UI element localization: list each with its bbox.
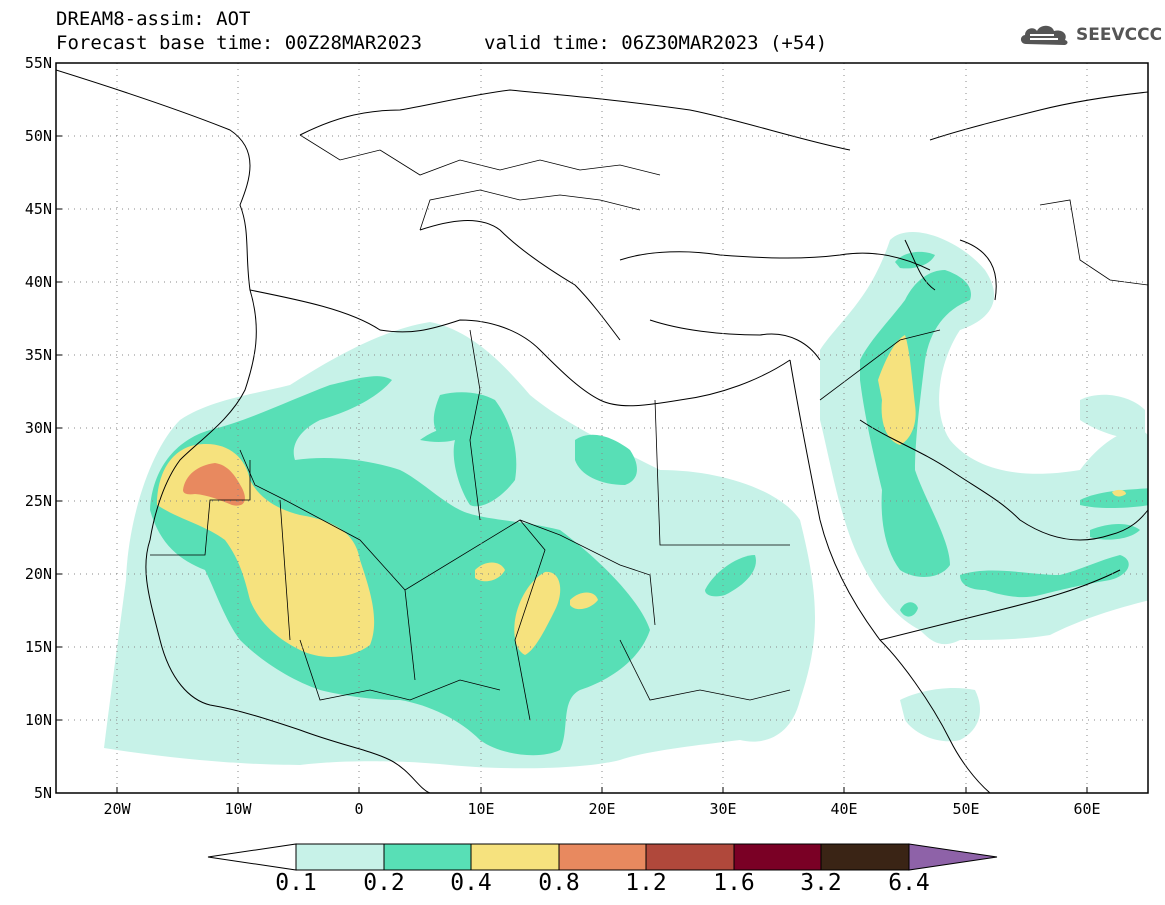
lat-label-45n: 45N bbox=[24, 200, 52, 218]
base-time: Forecast base time: 00Z28MAR2023 bbox=[56, 32, 423, 54]
lat-label-25n: 25N bbox=[24, 492, 52, 510]
colorbar-label-0.1: 0.1 bbox=[275, 870, 317, 896]
lon-label-10w: 10W bbox=[224, 800, 252, 818]
colorbar-label-0.2: 0.2 bbox=[363, 870, 405, 896]
colorbar-cell-0.2 bbox=[383, 843, 472, 871]
lon-label-20e: 20E bbox=[588, 800, 616, 818]
lon-label-40e: 40E bbox=[830, 800, 858, 818]
lon-label-0: 0 bbox=[354, 800, 364, 818]
aot-level-0.2 bbox=[150, 251, 1148, 756]
colorbar-cell-3.2 bbox=[820, 843, 910, 871]
lat-label-55n: 55N bbox=[24, 54, 52, 72]
cloud-icon bbox=[1020, 25, 1068, 45]
colorbar bbox=[207, 843, 998, 871]
map-frame bbox=[55, 62, 1149, 794]
colorbar-cell-0.4 bbox=[470, 843, 560, 871]
coastlines bbox=[56, 69, 1148, 793]
lon-label-30e: 30E bbox=[709, 800, 737, 818]
colorbar-label-1.6: 1.6 bbox=[713, 870, 755, 896]
aot-field bbox=[104, 232, 1148, 769]
seevccc-logo: SEEVCCC bbox=[1018, 22, 1162, 48]
colorbar-label-1.2: 1.2 bbox=[625, 870, 667, 896]
colorbar-label-3.2: 3.2 bbox=[800, 870, 842, 896]
colorbar-cell-over bbox=[908, 843, 998, 871]
graticule bbox=[56, 63, 1148, 793]
colorbar-label-6.4: 6.4 bbox=[888, 870, 930, 896]
lat-label-5n: 5N bbox=[33, 784, 52, 802]
lon-label-60e: 60E bbox=[1073, 800, 1101, 818]
valid-time: valid time: 06Z30MAR2023 (+54) bbox=[484, 32, 828, 54]
colorbar-label-0.8: 0.8 bbox=[538, 870, 580, 896]
lon-label-10e: 10E bbox=[467, 800, 495, 818]
map-title: DREAM8-assim: AOT bbox=[56, 8, 251, 30]
colorbar-cell-0.8 bbox=[558, 843, 647, 871]
lon-label-20w: 20W bbox=[103, 800, 131, 818]
lat-label-50n: 50N bbox=[24, 127, 52, 145]
aot-level-0.4 bbox=[157, 335, 1126, 657]
colorbar-cell-under bbox=[207, 843, 297, 871]
colorbar-label-0.4: 0.4 bbox=[450, 870, 492, 896]
country-borders bbox=[150, 134, 1148, 721]
logo-text: SEEVCCC bbox=[1076, 25, 1163, 45]
lat-label-15n: 15N bbox=[24, 638, 52, 656]
lat-label-10n: 10N bbox=[24, 711, 52, 729]
colorbar-cell-1.2 bbox=[645, 843, 735, 871]
lat-label-40n: 40N bbox=[24, 273, 52, 291]
lat-label-30n: 30N bbox=[24, 419, 52, 437]
lat-label-35n: 35N bbox=[24, 346, 52, 364]
axis-ticks bbox=[56, 135, 1088, 793]
aot-level-0.8 bbox=[183, 463, 245, 506]
lon-label-50e: 50E bbox=[952, 800, 980, 818]
colorbar-cell-0.1 bbox=[295, 843, 385, 871]
lat-label-20n: 20N bbox=[24, 565, 52, 583]
colorbar-cell-1.6 bbox=[733, 843, 822, 871]
